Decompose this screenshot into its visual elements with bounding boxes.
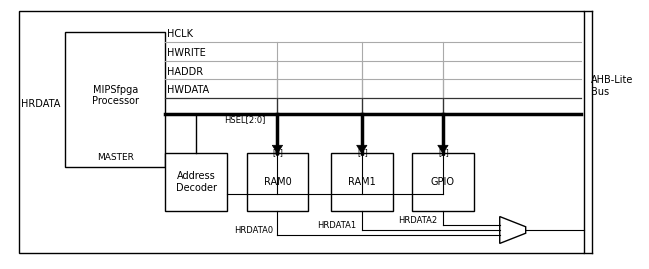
Text: [0]: [0] — [273, 148, 284, 157]
Text: HSEL[2:0]: HSEL[2:0] — [224, 115, 265, 124]
Text: RAM0: RAM0 — [263, 177, 291, 187]
Text: GPIO: GPIO — [431, 177, 455, 187]
Text: [1]: [1] — [357, 148, 368, 157]
Polygon shape — [357, 145, 367, 153]
Bar — [247, 153, 308, 211]
Text: MIPSfpga
Processor: MIPSfpga Processor — [92, 85, 139, 106]
Text: RAM1: RAM1 — [348, 177, 376, 187]
Text: HRDATA2: HRDATA2 — [398, 216, 437, 225]
Polygon shape — [437, 145, 448, 153]
Polygon shape — [500, 217, 526, 243]
Bar — [65, 32, 165, 167]
Text: HADDR: HADDR — [167, 67, 204, 77]
Text: HCLK: HCLK — [167, 29, 193, 39]
Text: HRDATA: HRDATA — [21, 98, 61, 109]
Bar — [412, 153, 474, 211]
Text: [2]: [2] — [438, 148, 449, 157]
Bar — [331, 153, 393, 211]
Bar — [165, 153, 227, 211]
Text: MASTER: MASTER — [97, 153, 134, 162]
Polygon shape — [273, 145, 283, 153]
Text: HRDATA0: HRDATA0 — [234, 226, 273, 235]
Text: HRDATA1: HRDATA1 — [317, 221, 356, 230]
Text: HWDATA: HWDATA — [167, 86, 210, 95]
Text: AHB-Lite
Bus: AHB-Lite Bus — [591, 75, 633, 97]
Bar — [19, 11, 584, 253]
Text: HWRITE: HWRITE — [167, 48, 206, 58]
Text: Address
Decoder: Address Decoder — [176, 171, 217, 193]
